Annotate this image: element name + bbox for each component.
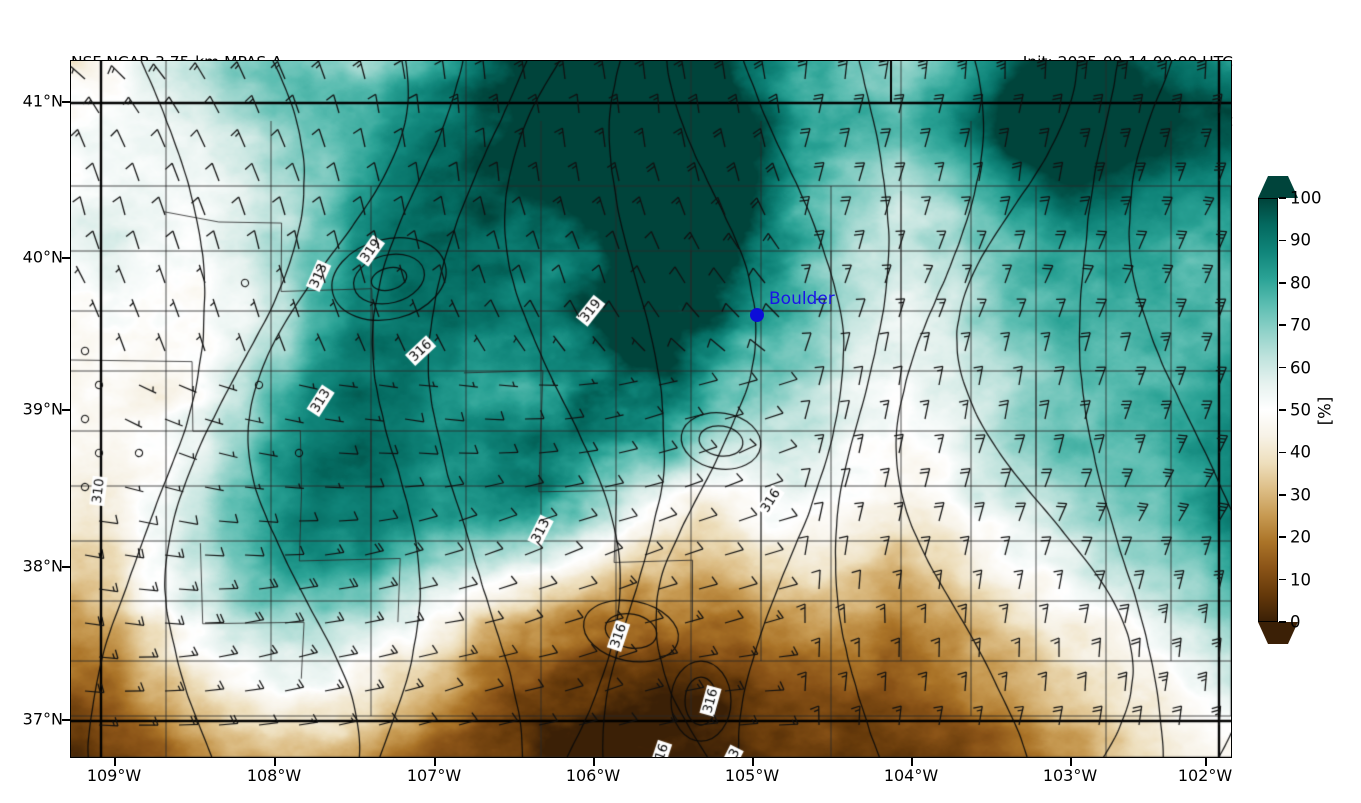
colorbar-tick-mark [1279,536,1286,538]
colorbar-tick-label: 30 [1290,485,1311,505]
lat-tick-label: 39°N [22,399,63,419]
lon-tick-label: 102°W [1177,766,1233,785]
lat-tick-mark [62,409,70,411]
colorbar-tick-label: 90 [1290,230,1311,250]
lon-tick-label: 105°W [724,766,780,785]
lon-tick-label: 106°W [565,766,621,785]
weather-map-canvas [71,61,1231,757]
colorbar-tick-label: 100 [1290,188,1322,208]
colorbar-tick-label: 50 [1290,400,1311,420]
colorbar-tick-mark [1279,578,1286,581]
colorbar-tick-label: 60 [1290,358,1311,378]
lat-tick-mark [62,719,70,721]
colorbar-tick-mark [1279,621,1286,623]
colorbar-top-arrow [1258,176,1298,198]
colorbar-tick-mark [1279,451,1286,454]
colorbar-tick-label: 10 [1290,570,1311,590]
lat-tick-label: 40°N [22,247,63,267]
lat-tick-mark [62,566,70,568]
lat-tick-label: 41°N [22,91,63,111]
lon-tick-mark [1205,758,1207,766]
lon-tick-mark [434,758,436,766]
colorbar-tick-mark [1279,409,1286,411]
lat-tick-mark [62,101,70,103]
colorbar-tick-mark [1279,282,1286,284]
colorbar-tick-mark [1279,494,1286,496]
colorbar-tick-mark [1279,366,1286,369]
lon-tick-mark [752,758,754,766]
boulder-city-label: Boulder [769,289,835,309]
lon-tick-mark [593,758,595,766]
colorbar-tick-label: 20 [1290,527,1311,547]
colorbar-tick-mark [1279,197,1286,199]
lat-tick-label: 37°N [22,709,63,729]
colorbar-tick-label: 80 [1290,273,1311,293]
map-plot-area: Boulder [70,60,1232,758]
lon-tick-label: 108°W [246,766,302,785]
lon-tick-label: 104°W [883,766,939,785]
lon-tick-label: 107°W [406,766,462,785]
lon-tick-label: 109°W [86,766,142,785]
colorbar-tick-mark [1279,324,1286,326]
lat-tick-label: 38°N [22,556,63,576]
lon-tick-label: 103°W [1042,766,1098,785]
colorbar [1258,198,1278,622]
colorbar-unit-label: [%] [1315,396,1335,426]
colorbar-bottom-arrow [1258,622,1298,644]
lon-tick-mark [114,758,116,766]
colorbar-tick-mark [1279,239,1286,242]
lon-tick-mark [274,758,276,766]
lat-tick-mark [62,257,70,259]
boulder-city-marker [750,308,764,322]
lon-tick-mark [911,758,913,766]
colorbar-tick-label: 40 [1290,442,1311,462]
colorbar-tick-label: 70 [1290,315,1311,335]
lon-tick-mark [1070,758,1072,766]
colorbar-tick-label: 0 [1290,612,1301,632]
